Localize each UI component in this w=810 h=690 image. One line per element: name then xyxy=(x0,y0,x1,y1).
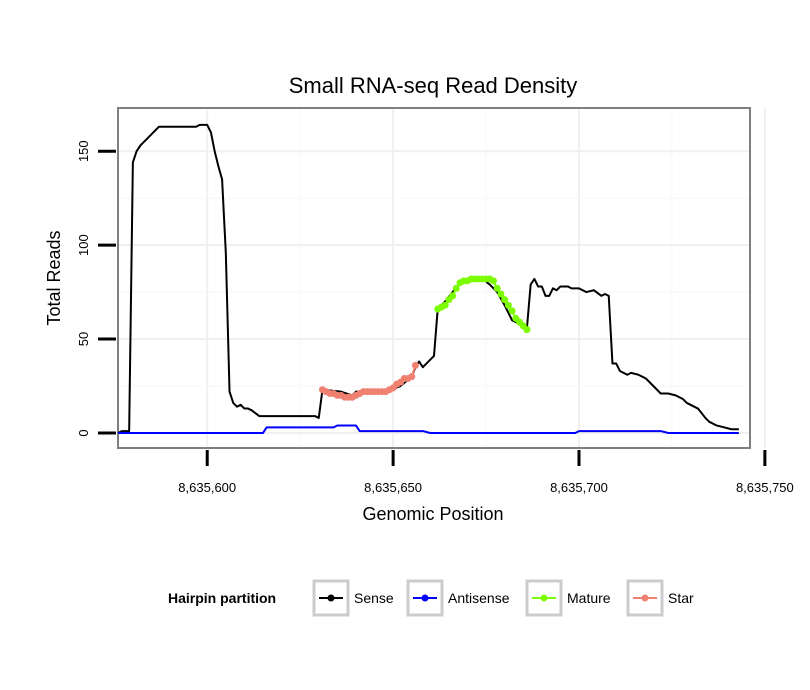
series-sense xyxy=(117,123,739,434)
legend-item-antisense: Antisense xyxy=(406,579,510,617)
x-tick-label: 8,635,650 xyxy=(364,480,422,495)
data-point xyxy=(449,292,457,300)
legend-key-point xyxy=(327,594,335,602)
legend-key-point xyxy=(421,594,429,602)
data-point xyxy=(441,301,449,309)
y-axis: 0 50 100 150 xyxy=(76,140,116,437)
grid xyxy=(113,108,766,448)
plot-border xyxy=(117,107,751,449)
legend-key-point xyxy=(641,594,649,602)
series-mature xyxy=(434,275,531,334)
x-axis-title: Genomic Position xyxy=(362,504,503,524)
x-tick-label: 8,635,750 xyxy=(736,480,794,495)
legend-item-star: Star xyxy=(626,579,694,617)
legend-label: Star xyxy=(668,590,694,606)
data-point xyxy=(411,361,419,369)
data-point xyxy=(489,277,497,285)
chart-title: Small RNA-seq Read Density xyxy=(289,73,578,98)
legend-item-sense: Sense xyxy=(312,579,394,617)
data-point xyxy=(408,373,416,381)
x-tick-label: 8,635,600 xyxy=(178,480,236,495)
legend: Hairpin partition Sense Antisense Mature St… xyxy=(168,579,694,617)
data-point xyxy=(504,301,512,309)
data-point xyxy=(508,307,516,315)
legend-label: Mature xyxy=(567,590,611,606)
data-point xyxy=(493,284,501,292)
x-tick-label: 8,635,700 xyxy=(550,480,608,495)
y-axis-title: Total Reads xyxy=(44,230,64,325)
legend-label: Sense xyxy=(354,590,394,606)
legend-item-mature: Mature xyxy=(525,579,611,617)
series-antisense xyxy=(118,424,739,434)
legend-label: Antisense xyxy=(448,590,510,606)
y-tick-label: 100 xyxy=(76,234,91,256)
data-point xyxy=(452,284,460,292)
series-layer xyxy=(117,123,739,434)
series-star xyxy=(318,361,419,401)
y-tick-label: 150 xyxy=(76,140,91,162)
x-axis: 8,635,600 8,635,650 8,635,700 8,635,750 xyxy=(178,450,794,495)
legend-title: Hairpin partition xyxy=(168,590,276,606)
y-tick-label: 0 xyxy=(76,429,91,436)
y-tick-label: 50 xyxy=(76,332,91,346)
legend-key-point xyxy=(540,594,548,602)
data-point xyxy=(497,290,505,298)
data-point xyxy=(501,296,509,304)
series-line-antisense xyxy=(118,424,739,434)
series-line-sense xyxy=(117,123,739,434)
data-point xyxy=(523,326,531,334)
